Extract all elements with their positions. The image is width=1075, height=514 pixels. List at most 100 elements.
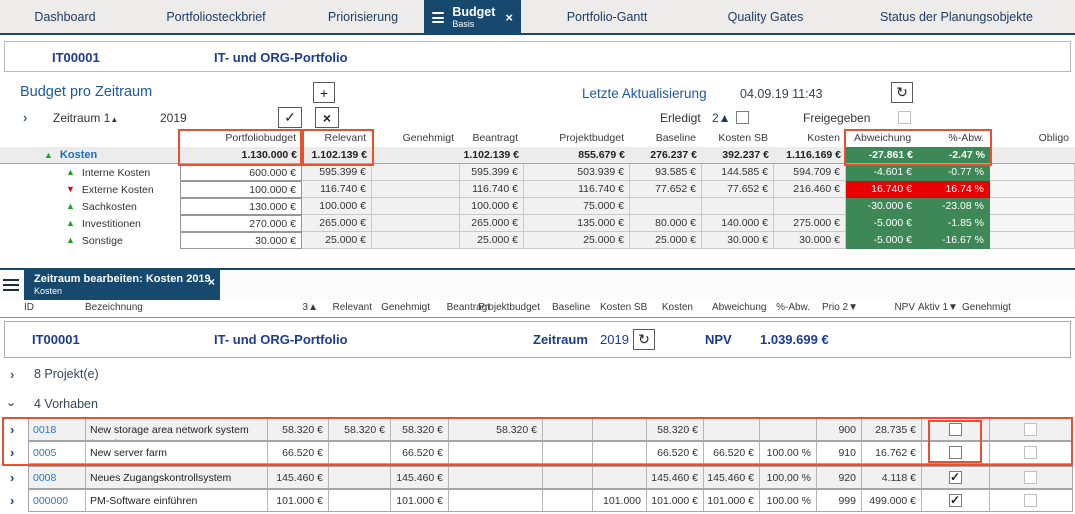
- genehmigt-checkbox[interactable]: [1024, 471, 1037, 484]
- col-header-beantragt[interactable]: Beantragt: [446, 302, 490, 313]
- col-header-baseline[interactable]: Baseline: [552, 302, 591, 313]
- sort-asc-icon[interactable]: ▲: [110, 115, 119, 124]
- row-label[interactable]: Sonstige: [81, 234, 123, 247]
- tab-portfoliosteckbrief[interactable]: Portfoliosteckbrief: [166, 9, 266, 24]
- cell-relevant[interactable]: 145.460 €: [267, 467, 328, 488]
- col-header-npv[interactable]: NPV: [894, 302, 915, 313]
- col-header-projektbudget[interactable]: Projektbudget: [559, 132, 624, 144]
- aktiv-checkbox[interactable]: [949, 423, 962, 436]
- col-header-genehmigt[interactable]: Genehmigt: [381, 302, 430, 313]
- cell-relevant[interactable]: 101.000 €: [267, 490, 328, 511]
- group-vorhaben[interactable]: › 4 Vorhaben: [0, 396, 400, 414]
- col-header-genehmigt[interactable]: Genehmigt: [402, 132, 454, 144]
- row-label[interactable]: Interne Kosten: [81, 166, 151, 179]
- col-header-abweichung[interactable]: Abweichung: [854, 132, 912, 144]
- refresh-button[interactable]: ↻: [633, 329, 655, 350]
- cell-genehmigt[interactable]: [328, 467, 390, 488]
- cell-portfoliobudget[interactable]: 130.000 €: [180, 198, 302, 215]
- cell-portfoliobudget[interactable]: 30.000 €: [180, 232, 302, 249]
- menu-icon[interactable]: [432, 12, 445, 23]
- cell-portfoliobudget[interactable]: 100.000 €: [180, 181, 302, 198]
- cell-bezeichnung[interactable]: New server farm: [85, 442, 267, 463]
- zeitraum-year[interactable]: 2019: [160, 111, 187, 125]
- erledigt-sort[interactable]: 2▲: [712, 111, 731, 125]
- tab-portfolio-gantt[interactable]: Portfolio-Gantt: [566, 9, 648, 24]
- group-label[interactable]: 8 Projekt(e): [34, 367, 99, 381]
- expander-icon[interactable]: ›: [10, 367, 15, 382]
- cell-prio[interactable]: 920: [816, 467, 861, 488]
- col-header-sort3[interactable]: 3▲: [302, 302, 318, 313]
- cell-portfoliobudget[interactable]: 270.000 €: [180, 215, 302, 232]
- aktiv-checkbox[interactable]: [949, 446, 962, 459]
- col-header-baseline[interactable]: Baseline: [655, 132, 696, 144]
- add-zeitraum-button[interactable]: +: [313, 82, 335, 103]
- tab-quality-gates[interactable]: Quality Gates: [727, 9, 804, 24]
- cell-projektbudget[interactable]: 58.320 €: [448, 419, 542, 440]
- col-header-bezeichnung[interactable]: Bezeichnung: [85, 302, 143, 313]
- col-header-genehmigt2[interactable]: Genehmigt: [962, 302, 1011, 313]
- col-header-abweichung[interactable]: Abweichung: [712, 302, 767, 313]
- refresh-button[interactable]: ↻: [891, 82, 913, 103]
- group-label[interactable]: 4 Vorhaben: [34, 397, 98, 411]
- col-header-aktiv[interactable]: Aktiv 1▼: [918, 302, 958, 313]
- col-header-kosten[interactable]: Kosten: [807, 132, 840, 144]
- cell-beantragt[interactable]: 101.000 €: [390, 490, 448, 511]
- col-header-pabw[interactable]: %-Abw.: [776, 302, 810, 313]
- row-label[interactable]: Externe Kosten: [81, 183, 154, 196]
- cell-id-link[interactable]: 000000: [33, 495, 69, 507]
- genehmigt-checkbox[interactable]: [1024, 423, 1037, 436]
- col-header-relevant[interactable]: Relevant: [324, 132, 366, 144]
- expander-icon[interactable]: ›: [4, 402, 20, 407]
- zeitraum-expander-icon[interactable]: ›: [23, 110, 28, 125]
- cell-portfoliobudget[interactable]: 600.000 €: [180, 164, 302, 181]
- tab-budget[interactable]: Budget Basis ×: [424, 0, 521, 35]
- cell-prio[interactable]: 910: [816, 442, 861, 463]
- row-label[interactable]: Investitionen: [81, 217, 141, 230]
- confirm-button[interactable]: ✓: [278, 107, 302, 128]
- cell-genehmigt[interactable]: [328, 490, 390, 511]
- expander-icon[interactable]: ›: [10, 493, 15, 508]
- cell-beantragt[interactable]: 58.320 €: [390, 419, 448, 440]
- cell-projektbudget[interactable]: [448, 467, 542, 488]
- delete-button[interactable]: ×: [315, 107, 339, 128]
- expander-icon[interactable]: ›: [10, 445, 15, 460]
- col-header-id[interactable]: ID: [24, 302, 34, 313]
- expander-icon[interactable]: ›: [10, 470, 15, 485]
- col-header-kosten[interactable]: Kosten: [661, 302, 693, 313]
- col-header-prio[interactable]: Prio 2▼: [822, 302, 859, 313]
- cell-relevant[interactable]: 58.320 €: [267, 419, 328, 440]
- cell-id-link[interactable]: 0005: [33, 447, 57, 459]
- tab-status-planungsobjekte[interactable]: Status der Planungsobjekte: [880, 9, 1033, 24]
- cell-genehmigt[interactable]: 58.320 €: [328, 419, 390, 440]
- cell-bezeichnung[interactable]: New storage area network system (SAN): [85, 419, 267, 440]
- cell-id-link[interactable]: 0018: [33, 424, 57, 436]
- cell-projektbudget[interactable]: [448, 490, 542, 511]
- cell-bezeichnung[interactable]: Neues Zugangskontrollsystem: [85, 467, 267, 488]
- row-label[interactable]: Sachkosten: [81, 200, 137, 213]
- col-header-beantragt[interactable]: Beantragt: [472, 132, 518, 144]
- cell-bezeichnung[interactable]: PM-Software einführen: [85, 490, 267, 511]
- col-header-relevant[interactable]: Relevant: [332, 302, 372, 313]
- tab-zeitraum-bearbeiten[interactable]: Zeitraum bearbeiten: Kosten 2019 Kosten …: [24, 270, 220, 300]
- cell-prio[interactable]: 999: [816, 490, 861, 511]
- cell-id-link[interactable]: 0008: [33, 472, 57, 484]
- aktiv-checkbox[interactable]: [949, 470, 962, 484]
- close-tab-icon[interactable]: ×: [207, 275, 215, 289]
- expander-icon[interactable]: ›: [10, 422, 15, 437]
- cell-prio[interactable]: 900: [816, 419, 861, 440]
- row-label[interactable]: Kosten: [59, 149, 98, 161]
- col-header-kosten-sb[interactable]: Kosten SB: [600, 302, 648, 313]
- close-tab-icon[interactable]: ×: [505, 10, 513, 25]
- genehmigt-checkbox[interactable]: [1024, 446, 1037, 459]
- aktiv-checkbox[interactable]: [949, 493, 962, 507]
- tab-priorisierung[interactable]: Priorisierung: [327, 9, 399, 24]
- genehmigt-checkbox[interactable]: [1024, 494, 1037, 507]
- group-projekte[interactable]: › 8 Projekt(e): [0, 366, 400, 384]
- freigegeben-checkbox[interactable]: [898, 111, 911, 124]
- cell-beantragt[interactable]: 66.520 €: [390, 442, 448, 463]
- tab-dashboard[interactable]: Dashboard: [34, 9, 96, 24]
- cell-projektbudget[interactable]: [448, 442, 542, 463]
- summary-zeitraum-year[interactable]: 2019: [600, 332, 629, 347]
- cell-genehmigt[interactable]: [328, 442, 390, 463]
- cell-beantragt[interactable]: 145.460 €: [390, 467, 448, 488]
